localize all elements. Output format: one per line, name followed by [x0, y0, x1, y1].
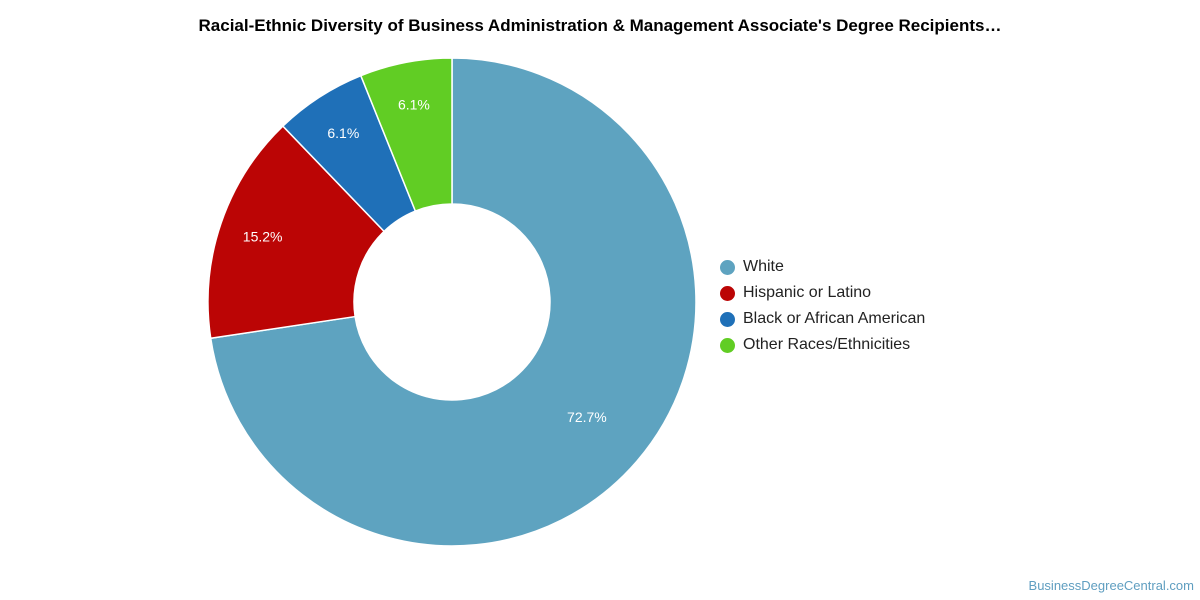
slice-label-black-or-african-american: 6.1% [327, 125, 359, 141]
slice-label-white: 72.7% [567, 409, 607, 425]
slice-label-hispanic-or-latino: 15.2% [243, 228, 283, 244]
legend-item-hispanic-or-latino[interactable]: Hispanic or Latino [720, 280, 925, 306]
legend-swatch-white [720, 259, 735, 275]
chart-legend: White Hispanic or Latino Black or Africa… [720, 254, 925, 358]
donut-slice-other-races-ethnicities[interactable] [359, 57, 453, 213]
site-watermark[interactable]: BusinessDegreeCentral.com [1028, 578, 1194, 593]
legend-item-black-or-african-american[interactable]: Black or African American [720, 306, 925, 332]
legend-label-other-races-ethnicities: Other Races/Ethnicities [743, 336, 911, 353]
legend-label-black-or-african-american: Black or African American [743, 310, 926, 327]
slice-label-other-races-ethnicities: 6.1% [398, 96, 430, 112]
legend-swatch-black-or-african-american [720, 311, 735, 327]
legend-swatch-hispanic-or-latino [720, 285, 735, 301]
legend-label-hispanic-or-latino: Hispanic or Latino [743, 284, 872, 301]
chart-title: Racial-Ethnic Diversity of Business Admi… [198, 16, 1002, 35]
legend-swatch-other-races-ethnicities [720, 337, 735, 353]
legend-item-white[interactable]: White [720, 254, 925, 280]
donut-slice-white[interactable] [209, 57, 697, 547]
legend-label-white: White [743, 258, 784, 275]
donut-slice-hispanic-or-latino[interactable] [207, 125, 386, 340]
legend-item-other-races-ethnicities[interactable]: Other Races/Ethnicities [720, 332, 925, 358]
